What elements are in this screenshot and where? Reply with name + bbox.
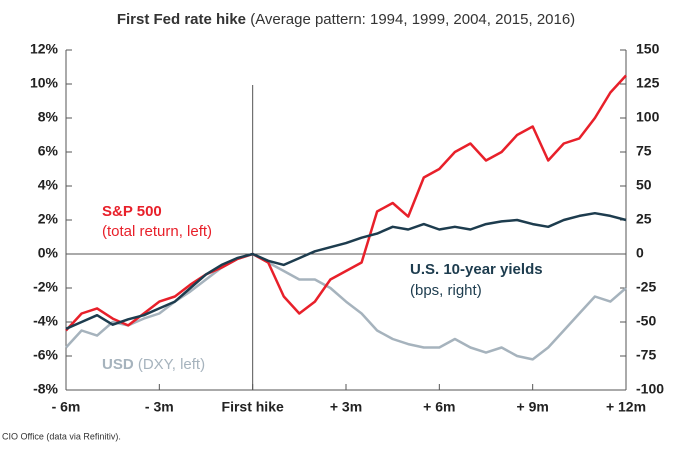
usd-label: USD (102, 356, 134, 373)
y2-tick-label: 100 (636, 109, 660, 125)
source: CIO Office (data via Refinitiv). (2, 431, 121, 441)
x-tick-label: + 12m (606, 399, 646, 415)
y-tick-label: 2% (38, 211, 59, 227)
y-tick-label: -2% (33, 279, 58, 295)
x-tick-label: - 6m (52, 399, 81, 415)
y2-tick-label: -75 (636, 347, 656, 363)
y-tick-label: 0% (38, 245, 59, 261)
series-line (65, 74, 627, 332)
y-tick-label: 4% (38, 177, 59, 193)
y2-tick-label: 150 (636, 41, 660, 57)
y2-tick-label: 25 (636, 211, 652, 227)
y2-tick-label: 125 (636, 75, 660, 91)
x-tick-label: + 3m (330, 399, 362, 415)
x-tick-label: - 3m (145, 399, 174, 415)
series-line (65, 211, 627, 330)
y2-tick-label: -25 (636, 279, 656, 295)
yield-note: (bps, right) (410, 282, 482, 299)
y2-tick-label: -50 (636, 313, 656, 329)
y2-tick-label: -100 (636, 381, 664, 397)
y2-tick-label: 50 (636, 177, 652, 193)
y-tick-label: 12% (30, 41, 59, 57)
y2-tick-label: 0 (636, 245, 644, 261)
x-tick-label: + 9m (517, 399, 549, 415)
y-tick-label: -6% (33, 347, 58, 363)
x-tick-label: First hike (222, 399, 284, 415)
y-tick-label: -4% (33, 313, 58, 329)
chart-subtitle: (Average pattern: 1994, 1999, 2004, 2015… (250, 11, 575, 28)
series-line (65, 252, 627, 361)
sp-label: S&P 500 (102, 203, 162, 220)
y-tick-label: 8% (38, 109, 59, 125)
usd-group: USD (DXY, left) (102, 356, 205, 373)
yield-label: U.S. 10-year yields (410, 261, 543, 278)
chart-title-group: First Fed rate hike (Average pattern: 19… (117, 11, 575, 28)
y-tick-label: 6% (38, 143, 59, 159)
usd-note: (DXY, left) (138, 356, 205, 373)
y-tick-label: 10% (30, 75, 59, 91)
x-tick-label: + 6m (423, 399, 455, 415)
chart-title: First Fed rate hike (117, 11, 246, 28)
sp-note: (total return, left) (102, 223, 212, 240)
y2-tick-label: 75 (636, 143, 652, 159)
y-tick-label: -8% (33, 381, 58, 397)
